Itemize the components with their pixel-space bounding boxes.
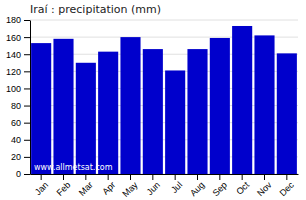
y-tick-label: 60 [11,118,21,128]
x-tick-mark [130,174,131,180]
y-tick: 60 [11,118,30,128]
y-tick-mark [24,54,30,55]
bar [143,49,163,174]
y-tick: 100 [6,84,30,94]
x-tick: Sep [210,174,228,198]
chart: 020406080100120140160180JanFebMarAprMayJ… [0,0,306,200]
x-tick-mark [242,174,243,180]
y-tick: 80 [11,101,30,111]
y-tick: 0 [16,169,30,179]
x-tick-label: Mar [77,180,95,198]
y-tick-label: 0 [16,169,21,179]
grid-line [30,20,298,21]
x-tick-mark [152,174,153,180]
x-tick: May [120,174,139,199]
y-tick-label: 40 [11,135,21,145]
x-axis: Jan FebMar AprMay Jun Jul AugSep OctNovDec [31,174,299,199]
x-tick: Dec [277,174,296,198]
y-tick: 160 [6,32,30,42]
x-tick-label: Nov [255,179,274,198]
watermark: www.allmetsat.com [34,163,113,172]
x-tick: Apr [100,174,117,197]
bar [277,53,297,174]
y-tick-label: 20 [11,152,21,162]
x-tick-mark [41,174,42,180]
x-tick-label: Jun [145,180,162,197]
x-axis-line [31,174,299,175]
y-tick-mark [24,157,30,158]
x-tick-mark [175,174,176,180]
x-tick-label: Feb [55,180,73,198]
y-tick-label: 160 [6,32,21,42]
x-tick: Jan [33,174,50,197]
y-tick: 180 [6,15,30,25]
y-tick-mark [24,106,30,107]
x-tick-mark [197,174,198,180]
bars [31,26,297,174]
bar [254,35,274,174]
x-tick-label: May [120,179,139,198]
x-tick-label: Sep [210,180,228,198]
x-tick-mark [85,174,86,180]
y-tick-mark [24,71,30,72]
bar [210,38,230,174]
plot: 020406080100120140160180JanFebMarAprMayJ… [6,15,299,199]
x-tick: Oct [234,174,251,197]
y-tick: 120 [6,67,30,77]
x-tick: Jul [169,174,184,195]
x-tick-label: Aug [188,180,206,198]
x-tick: Jun [145,174,162,197]
y-tick-label: 140 [6,50,21,60]
bar [53,39,73,174]
y-tick-mark [24,174,30,175]
y-tick-label: 120 [6,67,21,77]
bar [187,49,207,174]
x-tick-mark [108,174,109,180]
y-tick: 140 [6,50,30,60]
bar [98,52,118,174]
x-tick-label: Apr [100,180,117,197]
bar [31,43,51,174]
x-tick-mark [264,174,265,180]
x-tick-mark [286,174,287,180]
y-axis: 0 20 40 60 80 100 120 140 160 180 [6,15,31,179]
y-tick: 40 [11,135,30,145]
grid [30,20,298,174]
bar [76,63,96,174]
x-tick-label: Dec [277,179,296,198]
bar [232,26,252,174]
bar [165,70,185,174]
x-tick-label: Jul [169,180,184,195]
y-tick-label: 100 [6,84,21,94]
y-tick-mark [24,140,30,141]
x-tick-mark [219,174,220,180]
y-axis-line [30,21,31,175]
y-tick-mark [24,123,30,124]
y-tick-label: 180 [6,15,21,25]
x-tick: Aug [188,174,206,198]
y-tick-mark [24,20,30,21]
x-tick-label: Oct [234,179,251,196]
x-tick-label: Jan [33,180,50,197]
y-tick-label: 80 [11,101,21,111]
x-tick-mark [63,174,64,180]
y-tick: 20 [11,152,30,162]
title: Iraí : precipitation (mm) [30,3,161,16]
x-tick: Mar [77,174,95,198]
y-tick-mark [24,37,30,38]
y-tick-mark [24,88,30,89]
x-tick: Nov [255,174,274,198]
bar [120,37,140,174]
x-tick: Feb [55,174,73,198]
